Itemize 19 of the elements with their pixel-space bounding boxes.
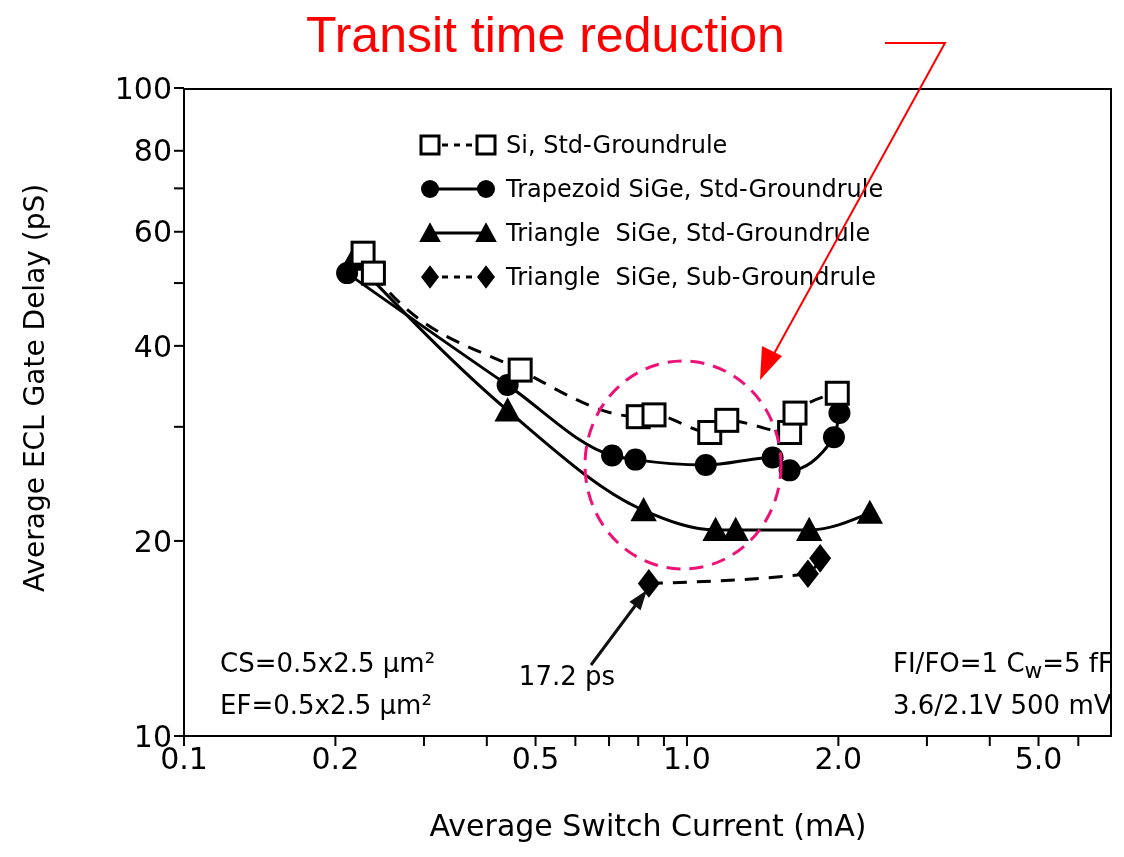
annotation: FI/FO=1 C$_{w}$=5 fF — [893, 648, 1113, 684]
y-tick-label: 100 — [114, 70, 172, 106]
x-tick-label: 5.0 — [1014, 741, 1063, 777]
annotation: CS=0.5x2.5 μm² — [220, 648, 436, 678]
annotation: 3.6/2.1V 500 mV — [893, 690, 1112, 720]
x-tick-label: 1.0 — [663, 741, 711, 777]
x-tick-label: 0.5 — [511, 741, 560, 777]
annotation: 17.2 ps — [518, 661, 616, 692]
x-axis-title: Average Switch Current (mA) — [429, 808, 867, 843]
y-tick-label: 20 — [133, 523, 172, 559]
text: Transit time reduction — [306, 6, 785, 64]
y-axis-title: Average ECL Gate Delay (pS) — [17, 183, 51, 592]
x-tick-label: 2.0 — [814, 741, 863, 777]
x-tick-label: 0.2 — [311, 741, 360, 777]
legend-label: Si, Std-Groundrule — [506, 131, 728, 159]
y-tick-label: 60 — [133, 214, 172, 250]
y-tick-label: 80 — [133, 133, 172, 169]
annotation: EF=0.5x2.5 μm² — [220, 690, 432, 720]
y-tick-label: 40 — [133, 328, 172, 364]
